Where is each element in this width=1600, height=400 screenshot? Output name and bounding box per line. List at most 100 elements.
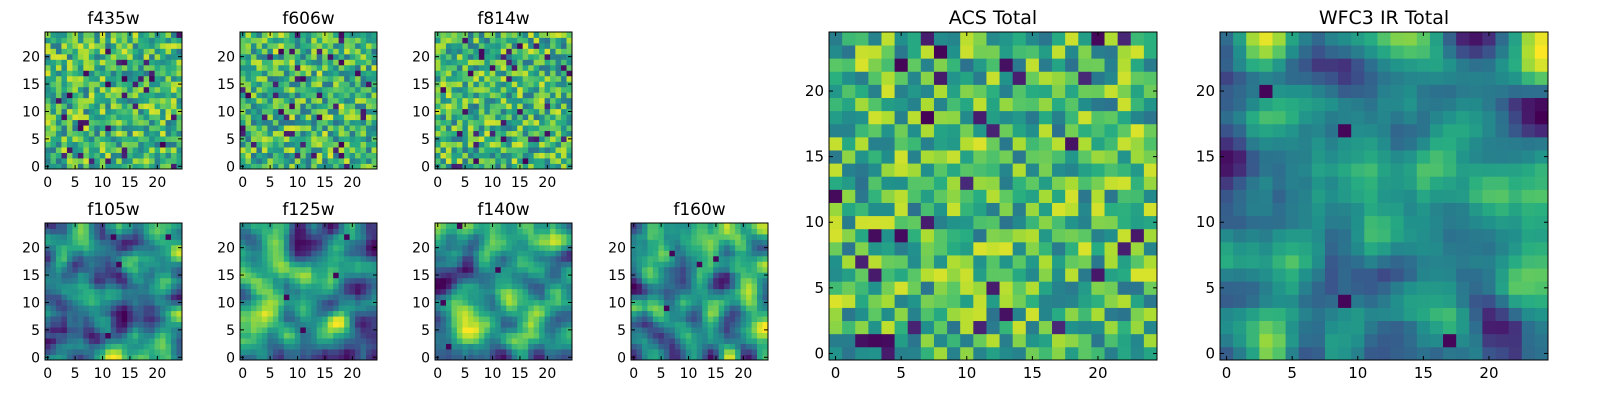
heatmap-cell xyxy=(94,152,101,159)
heatmap-cell xyxy=(55,343,62,350)
heatmap-cell xyxy=(691,244,698,251)
heatmap-cell xyxy=(240,343,246,350)
heatmap-cell xyxy=(261,141,268,148)
heatmap-cell xyxy=(740,288,747,295)
heatmap-cell xyxy=(165,299,172,306)
heatmap-cell xyxy=(160,277,166,284)
heatmap-cell xyxy=(680,354,687,361)
heatmap-cell xyxy=(451,48,458,55)
heatmap-cell xyxy=(550,70,556,77)
heatmap-cell xyxy=(116,299,123,306)
heatmap-cell xyxy=(561,283,567,290)
heatmap-cell xyxy=(267,250,274,257)
heatmap-cell xyxy=(149,261,155,268)
heatmap-cell xyxy=(894,333,909,348)
heatmap-cell xyxy=(478,136,485,142)
heatmap-cell xyxy=(473,310,480,317)
heatmap-cell xyxy=(1025,241,1040,256)
heatmap-cell xyxy=(45,92,51,99)
heatmap-cell xyxy=(555,163,562,170)
heatmap-cell xyxy=(138,272,145,279)
heatmap-cell xyxy=(561,354,567,361)
heatmap-cell xyxy=(272,327,279,333)
heatmap-cell xyxy=(495,97,502,104)
heatmap-cell xyxy=(121,97,128,104)
heatmap-cell xyxy=(1143,228,1158,243)
heatmap-cell xyxy=(99,147,106,153)
y-tick-label: 5 xyxy=(226,323,235,339)
heatmap-cell xyxy=(154,130,161,137)
heatmap-cell xyxy=(55,81,62,88)
heatmap-cell xyxy=(344,223,350,229)
heatmap-cell xyxy=(99,48,106,55)
heatmap-cell xyxy=(511,299,518,306)
heatmap-cell xyxy=(1117,176,1132,190)
heatmap-cell xyxy=(88,250,95,257)
heatmap-cell xyxy=(355,272,361,279)
heatmap-cell xyxy=(143,239,150,246)
heatmap-cell xyxy=(322,316,329,323)
heatmap-cell xyxy=(550,86,556,93)
heatmap-cell xyxy=(316,92,323,99)
heatmap-cell xyxy=(50,119,57,126)
heatmap-cell xyxy=(920,268,935,282)
heatmap-cell xyxy=(278,86,285,93)
heatmap-cell xyxy=(680,266,687,273)
heatmap-cell xyxy=(495,42,502,49)
heatmap-cell xyxy=(517,53,524,60)
heatmap-cell xyxy=(94,250,101,257)
heatmap-cell xyxy=(55,97,62,104)
heatmap-cell xyxy=(256,349,263,355)
heatmap-cell xyxy=(176,250,183,257)
heatmap-cell xyxy=(440,343,447,350)
heatmap-cell xyxy=(72,277,79,284)
y-tick-label: 5 xyxy=(421,323,430,339)
heatmap-cell xyxy=(894,281,909,295)
heatmap-cell xyxy=(132,152,139,159)
heatmap-cell xyxy=(696,310,703,317)
heatmap-cell xyxy=(110,42,117,49)
heatmap-cell xyxy=(349,283,356,290)
heatmap-cell xyxy=(500,81,507,88)
heatmap-cell xyxy=(550,147,556,153)
heatmap-cell xyxy=(50,125,57,132)
heatmap-cell xyxy=(674,310,681,317)
heatmap-cell xyxy=(517,152,524,159)
heatmap-cell xyxy=(289,283,296,290)
heatmap-cell xyxy=(45,119,51,126)
heatmap-cell xyxy=(261,233,268,240)
heatmap-cell xyxy=(278,37,285,44)
heatmap-cell xyxy=(920,202,935,217)
heatmap-cell xyxy=(1117,228,1132,243)
heatmap-cell xyxy=(50,244,57,251)
heatmap-cell xyxy=(467,108,474,115)
heatmap-cell xyxy=(451,70,458,77)
heatmap-cell xyxy=(724,288,731,295)
heatmap-cell xyxy=(669,288,676,295)
y-tick-label: 20 xyxy=(22,50,40,66)
heatmap-cell xyxy=(456,59,463,66)
heatmap-cell xyxy=(272,299,279,306)
heatmap-cell xyxy=(61,59,68,66)
heatmap-cell xyxy=(371,32,378,38)
heatmap-cell xyxy=(691,288,698,295)
heatmap-cell xyxy=(451,332,458,339)
heatmap-cell xyxy=(1117,255,1132,269)
heatmap-cell xyxy=(94,86,101,93)
heatmap-cell xyxy=(933,281,948,295)
heatmap-cell xyxy=(338,250,345,257)
heatmap-cell xyxy=(240,288,246,295)
heatmap-cell xyxy=(272,97,279,104)
heatmap-cell xyxy=(555,277,562,284)
heatmap-cell xyxy=(1012,255,1027,269)
heatmap-cell xyxy=(116,343,123,350)
heatmap-cell xyxy=(121,152,128,159)
heatmap-cell xyxy=(506,158,513,164)
heatmap-cell xyxy=(83,114,90,121)
heatmap-cell xyxy=(933,150,948,164)
heatmap-cell xyxy=(50,288,57,295)
heatmap-cell xyxy=(561,255,567,262)
heatmap-cell xyxy=(88,103,95,110)
heatmap-cell xyxy=(445,343,452,350)
heatmap-cell xyxy=(702,316,709,323)
